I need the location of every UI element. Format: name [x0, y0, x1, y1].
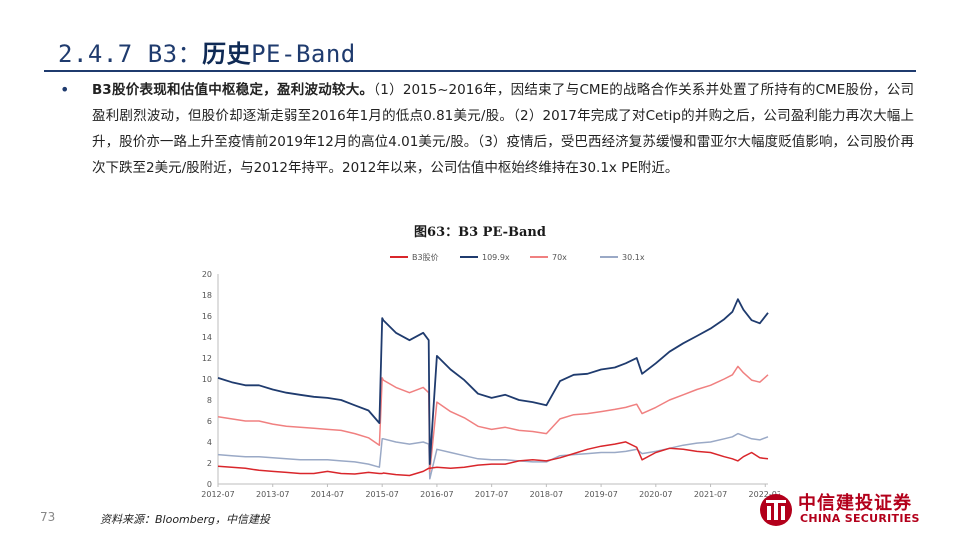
legend-label: 109.9x	[482, 253, 510, 262]
x-tick-label: 2016-07	[420, 490, 453, 499]
section-number: 2.4.7 B3：	[58, 40, 203, 68]
figure-title: 图63：B3 PE-Band	[414, 225, 546, 240]
china-securities-logo-icon	[760, 494, 792, 526]
logo-text-en: CHINA SECURITIES	[800, 512, 920, 525]
y-tick-label: 16	[202, 312, 212, 321]
paragraph-lead: B3股价表现和估值中枢稳定，盈利波动较大。	[92, 82, 374, 98]
series-line-3	[217, 365, 769, 473]
y-tick-label: 12	[202, 354, 212, 363]
bullet-icon: •	[60, 80, 70, 99]
section-title-emphasis: 历史	[202, 40, 252, 68]
y-tick-label: 20	[202, 270, 212, 279]
series-line-1	[217, 441, 769, 477]
y-tick-label: 0	[207, 480, 212, 489]
pe-band-chart: 0 2 4 6 8 10 12 14 16 18 20 2012-07 2013-07 2014-07 20…	[201, 253, 780, 499]
series-line-2	[217, 298, 769, 466]
title-divider	[44, 70, 916, 72]
logo-text-cn: 中信建投证券	[798, 493, 912, 514]
page-number: 73	[40, 510, 56, 524]
x-tick-label: 2015-07	[365, 490, 398, 499]
y-tick-label: 10	[202, 375, 212, 384]
x-tick-label: 2021-07	[694, 490, 727, 499]
series-line-4	[217, 432, 769, 480]
y-tick-label: 14	[202, 333, 212, 342]
paragraph-text: （1）2015~2016年，因结束了与CME的战略合作关系并处置了所持有的CME…	[92, 82, 914, 176]
y-tick-label: 8	[207, 396, 212, 405]
x-tick-label: 2020-07	[639, 490, 672, 499]
legend-label: 70x	[552, 253, 567, 262]
body-paragraph: B3股价表现和估值中枢稳定，盈利波动较大。（1）2015~2016年，因结束了与…	[92, 77, 914, 181]
section-title-rest: PE-Band	[251, 40, 356, 68]
y-tick-label: 6	[207, 417, 212, 426]
legend-label: 30.1x	[622, 253, 645, 262]
x-tick-label: 2022-07	[749, 490, 780, 499]
x-tick-label: 2019-07	[584, 490, 617, 499]
y-tick-label: 2	[207, 459, 212, 468]
x-tick-label: 2013-07	[256, 490, 289, 499]
section-title: 2.4.7 B3：历史PE-Band	[58, 34, 356, 69]
source-note: 资料来源：Bloomberg，中信建投	[100, 513, 271, 526]
x-tick-label: 2014-07	[311, 490, 344, 499]
x-tick-label: 2017-07	[475, 490, 508, 499]
y-tick-label: 4	[207, 438, 212, 447]
legend-label: B3股价	[412, 253, 439, 262]
x-tick-label: 2012-07	[201, 490, 234, 499]
x-tick-label: 2018-07	[530, 490, 563, 499]
y-tick-label: 18	[202, 291, 212, 300]
